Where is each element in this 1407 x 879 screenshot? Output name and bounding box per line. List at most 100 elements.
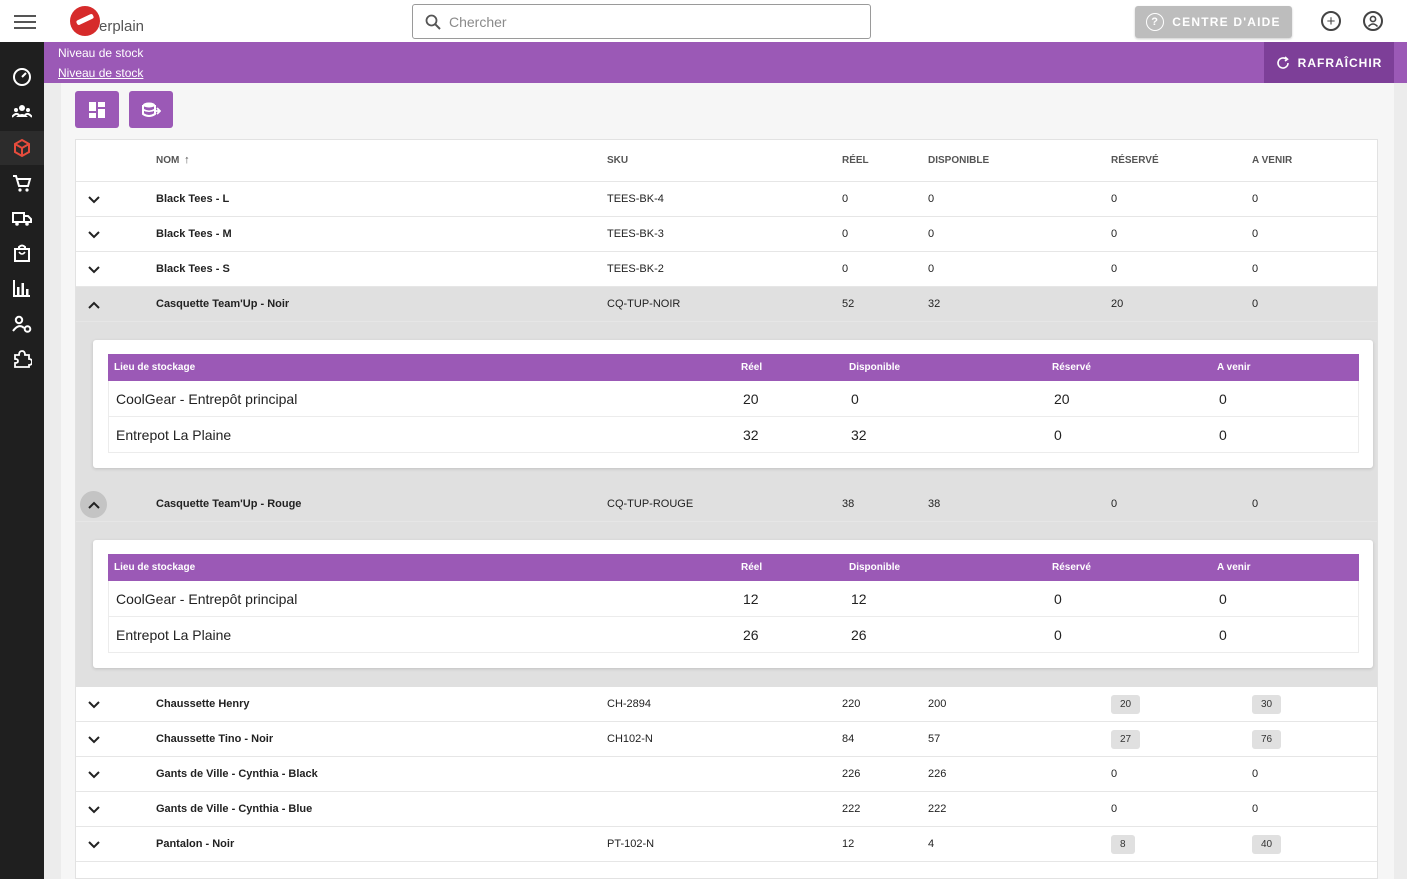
cell-available: 0 bbox=[928, 263, 935, 275]
table-row[interactable]: Black Tees - L TEES-BK-4 0 0 0 0 bbox=[76, 182, 1377, 217]
cell-incoming: 40 bbox=[1252, 827, 1282, 862]
cell-available: 4 bbox=[928, 838, 935, 850]
sub-column-available: Disponible bbox=[849, 362, 901, 373]
sidebar-item-integrations[interactable] bbox=[0, 342, 44, 376]
sidebar-item-reports[interactable] bbox=[0, 271, 44, 305]
cell-available: 226 bbox=[928, 768, 947, 780]
search-box[interactable] bbox=[412, 4, 871, 39]
table-row[interactable]: Gants de Ville - Cynthia - Black 226 226 0 0 bbox=[76, 757, 1377, 792]
table-row[interactable]: Casquette Team'Up - Rouge CQ-TUP-ROUGE 38 3… bbox=[76, 487, 1377, 522]
location-cell-incoming: 0 bbox=[1219, 427, 1227, 443]
delivery-truck-icon bbox=[12, 212, 32, 226]
sidebar-item-dashboard[interactable] bbox=[0, 60, 44, 94]
sub-column-real: Réel bbox=[741, 362, 763, 373]
column-header-name[interactable]: NOM ↑ bbox=[156, 140, 190, 181]
cell-reserved: 0 bbox=[1111, 193, 1118, 205]
cell-name: Casquette Team'Up - Rouge bbox=[156, 498, 302, 510]
cell-reserved: 8 bbox=[1111, 827, 1135, 862]
column-header-available[interactable]: DISPONIBLE bbox=[928, 155, 990, 166]
column-header-real[interactable]: RÉEL bbox=[842, 155, 869, 166]
quantity-chip[interactable]: 27 bbox=[1111, 729, 1141, 749]
location-cell-reserved: 20 bbox=[1054, 391, 1070, 407]
breadcrumb[interactable]: Niveau de stock bbox=[58, 66, 144, 80]
sidebar-item-contacts[interactable] bbox=[0, 94, 44, 128]
chevron-down-icon[interactable] bbox=[80, 796, 107, 823]
sidebar-item-purchases[interactable] bbox=[0, 236, 44, 270]
location-cell-location: Entrepot La Plaine bbox=[116, 627, 232, 643]
sub-column-location: Lieu de stockage bbox=[114, 562, 196, 573]
location-cell-reserved: 0 bbox=[1054, 591, 1062, 607]
column-name-label: NOM bbox=[156, 155, 180, 166]
location-table-header: Lieu de stockage Réel Disponible Réservé A v… bbox=[108, 354, 1359, 381]
quantity-chip[interactable]: 30 bbox=[1252, 694, 1282, 714]
chevron-down-icon[interactable] bbox=[80, 256, 107, 283]
cell-real: 0 bbox=[842, 263, 849, 275]
cell-incoming: 0 bbox=[1252, 298, 1259, 310]
quantity-chip[interactable]: 76 bbox=[1252, 729, 1282, 749]
quantity-chip[interactable]: 20 bbox=[1111, 694, 1141, 714]
column-header-sku[interactable]: SKU bbox=[607, 155, 629, 166]
chevron-down-icon[interactable] bbox=[80, 761, 107, 788]
contacts-icon bbox=[12, 105, 32, 118]
column-header-reserved[interactable]: RÉSERVÉ bbox=[1111, 155, 1159, 166]
cell-sku: CQ-TUP-ROUGE bbox=[607, 498, 694, 510]
cell-incoming: 76 bbox=[1252, 722, 1282, 757]
sub-column-incoming: A venir bbox=[1217, 562, 1251, 573]
cell-reserved: 0 bbox=[1111, 768, 1118, 780]
chevron-up-icon[interactable] bbox=[80, 291, 107, 318]
location-cell-location: CoolGear - Entrepôt principal bbox=[116, 591, 298, 607]
stock-table: NOM ↑ SKU RÉEL DISPONIBLE RÉSERVÉ A VENI… bbox=[75, 139, 1378, 879]
cell-sku: TEES-BK-3 bbox=[607, 228, 664, 240]
location-breakdown-card: Lieu de stockage Réel Disponible Réservé A v… bbox=[93, 340, 1373, 468]
chevron-down-icon[interactable] bbox=[80, 726, 107, 753]
logo-text: erplain bbox=[99, 17, 145, 35]
cell-real: 12 bbox=[842, 838, 855, 850]
table-row[interactable]: Gants de Ville - Cynthia - Blue 222 222 0 0 bbox=[76, 792, 1377, 827]
cell-incoming: 0 bbox=[1252, 263, 1259, 275]
cell-reserved: 0 bbox=[1111, 803, 1118, 815]
location-cell-incoming: 0 bbox=[1219, 391, 1227, 407]
sidebar-item-inventory[interactable] bbox=[0, 131, 44, 165]
sub-column-location: Lieu de stockage bbox=[114, 362, 196, 373]
logo-mark-icon bbox=[70, 6, 100, 36]
dashboard-icon bbox=[13, 68, 31, 86]
cell-sku: CH-2894 bbox=[607, 698, 652, 710]
refresh-button[interactable]: RAFRAÎCHIR bbox=[1264, 42, 1394, 83]
location-cell-real: 32 bbox=[743, 427, 759, 443]
chevron-down-icon[interactable] bbox=[80, 691, 107, 718]
sidebar-item-shipping[interactable] bbox=[0, 201, 44, 235]
chevron-down-icon[interactable] bbox=[80, 186, 107, 213]
table-row[interactable]: Chaussette Tino - Noir CH102-N 84 57 27 76 bbox=[76, 722, 1377, 757]
add-icon[interactable]: + bbox=[1321, 11, 1341, 31]
cell-incoming: 0 bbox=[1252, 193, 1259, 205]
chevron-down-icon[interactable] bbox=[80, 221, 107, 248]
sidebar-item-sales[interactable] bbox=[0, 166, 44, 200]
page-header: Niveau de stock Niveau de stock RAFRAÎCH… bbox=[44, 42, 1407, 83]
inventory-icon bbox=[14, 138, 30, 158]
chevron-up-icon[interactable] bbox=[80, 491, 107, 518]
table-row[interactable]: Casquette Team'Up - Noir CQ-TUP-NOIR 52 32 2… bbox=[76, 287, 1377, 322]
dashboard-view-button[interactable] bbox=[75, 91, 119, 128]
search-input[interactable] bbox=[449, 13, 849, 30]
help-center-button[interactable]: ? CENTRE D'AIDE bbox=[1135, 6, 1292, 38]
quantity-chip[interactable]: 8 bbox=[1111, 834, 1135, 854]
cell-name: Chaussette Tino - Noir bbox=[156, 733, 274, 745]
quantity-chip[interactable]: 40 bbox=[1252, 834, 1282, 854]
export-button[interactable] bbox=[129, 91, 173, 128]
table-row[interactable]: Chaussette Henry CH-2894 220 200 20 30 bbox=[76, 687, 1377, 722]
sidebar-item-user-settings[interactable] bbox=[0, 307, 44, 341]
column-header-incoming[interactable]: A VENIR bbox=[1252, 155, 1293, 166]
refresh-label: RAFRAÎCHIR bbox=[1297, 55, 1383, 70]
cell-available: 0 bbox=[928, 193, 935, 205]
cell-reserved: 0 bbox=[1111, 498, 1118, 510]
cell-real: 220 bbox=[842, 698, 861, 710]
menu-icon[interactable] bbox=[14, 11, 36, 31]
account-icon[interactable] bbox=[1363, 11, 1383, 31]
sidebar bbox=[0, 42, 44, 879]
chevron-down-icon[interactable] bbox=[80, 831, 107, 858]
table-row[interactable]: Pantalon - Noir PT-102-N 12 4 8 40 bbox=[76, 827, 1377, 862]
table-row[interactable]: Black Tees - M TEES-BK-3 0 0 0 0 bbox=[76, 217, 1377, 252]
table-row[interactable]: Black Tees - S TEES-BK-2 0 0 0 0 bbox=[76, 252, 1377, 287]
logo[interactable]: erplain bbox=[70, 6, 144, 36]
sub-column-reserved: Réservé bbox=[1052, 562, 1091, 573]
